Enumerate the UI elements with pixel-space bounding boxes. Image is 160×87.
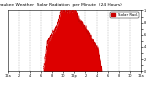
Legend: Solar Rad.: Solar Rad. [110, 12, 139, 18]
Text: Milwaukee Weather  Solar Radiation  per Minute  (24 Hours): Milwaukee Weather Solar Radiation per Mi… [0, 3, 121, 7]
